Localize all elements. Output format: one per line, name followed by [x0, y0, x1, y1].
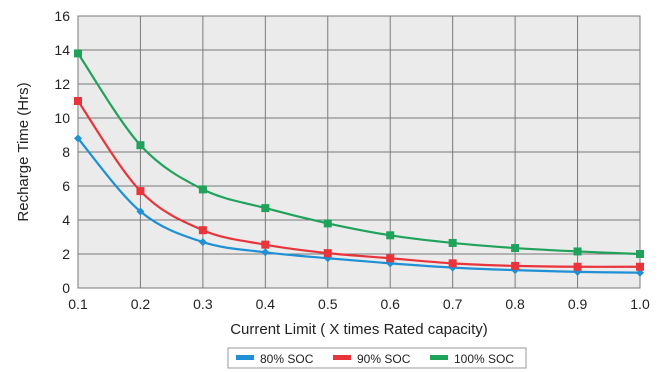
y-tick-label: 6 — [62, 178, 70, 194]
y-axis-ticks: 0 2 4 6 8 10 12 14 16 — [54, 8, 70, 296]
x-tick-label: 1.0 — [630, 296, 650, 312]
x-axis-ticks: 0.1 0.2 0.3 0.4 0.5 0.6 0.7 0.8 0.9 1.0 — [68, 296, 650, 312]
y-tick-label: 8 — [62, 144, 70, 160]
data-point — [573, 262, 582, 271]
legend: 80% SOC 90% SOC 100% SOC — [227, 347, 527, 369]
legend-item-2: 100% SOC — [430, 352, 514, 366]
data-point — [74, 49, 82, 58]
y-tick-label: 10 — [54, 110, 70, 126]
data-point — [136, 141, 145, 150]
data-point — [636, 262, 644, 271]
x-tick-label: 0.6 — [380, 296, 400, 312]
data-point — [74, 97, 82, 105]
y-tick-label: 16 — [54, 8, 70, 24]
data-point — [198, 226, 207, 235]
series-1 — [74, 97, 644, 271]
x-tick-label: 0.3 — [193, 296, 213, 312]
data-point — [198, 238, 207, 247]
y-tick-label: 2 — [62, 246, 70, 262]
data-point — [136, 187, 145, 196]
data-point — [261, 240, 270, 249]
legend-label: 100% SOC — [454, 352, 514, 366]
series-layer — [74, 49, 644, 277]
data-point — [448, 238, 457, 247]
data-point — [74, 134, 82, 143]
x-tick-label: 0.2 — [131, 296, 151, 312]
x-tick-label: 0.5 — [318, 296, 338, 312]
series-line — [77, 137, 641, 274]
series-line — [77, 52, 641, 256]
data-point — [136, 207, 145, 216]
data-point — [386, 231, 395, 240]
y-tick-label: 12 — [54, 76, 70, 92]
legend-item-0: 80% SOC — [236, 352, 314, 366]
legend-label: 80% SOC — [260, 352, 314, 366]
y-axis-title: Recharge Time (Hrs) — [15, 82, 32, 221]
legend-item-1: 90% SOC — [333, 352, 411, 366]
series-line — [77, 100, 641, 268]
data-point — [448, 259, 457, 268]
x-tick-label: 0.9 — [568, 296, 588, 312]
data-point — [261, 204, 270, 213]
data-point — [636, 250, 644, 258]
data-point — [511, 244, 520, 253]
x-tick-label: 0.1 — [68, 296, 88, 312]
legend-label: 90% SOC — [357, 352, 411, 366]
x-tick-label: 0.4 — [256, 296, 276, 312]
legend-swatch — [430, 355, 448, 360]
x-tick-label: 0.7 — [443, 296, 463, 312]
legend-swatch — [236, 355, 254, 360]
data-point — [386, 254, 395, 263]
x-axis-title: Current Limit ( X times Rated capacity) — [230, 321, 488, 338]
data-point — [323, 219, 332, 228]
data-point — [511, 261, 520, 270]
data-point — [261, 248, 270, 257]
plot-border — [77, 15, 641, 289]
data-point — [573, 247, 582, 256]
series-2 — [74, 49, 644, 258]
y-tick-label: 0 — [62, 280, 70, 296]
data-point — [323, 249, 332, 258]
x-tick-label: 0.8 — [505, 296, 525, 312]
y-tick-label: 4 — [62, 212, 70, 228]
legend-box — [227, 347, 527, 369]
data-point — [198, 185, 207, 194]
y-tick-label: 14 — [54, 42, 70, 58]
legend-swatch — [333, 355, 351, 360]
